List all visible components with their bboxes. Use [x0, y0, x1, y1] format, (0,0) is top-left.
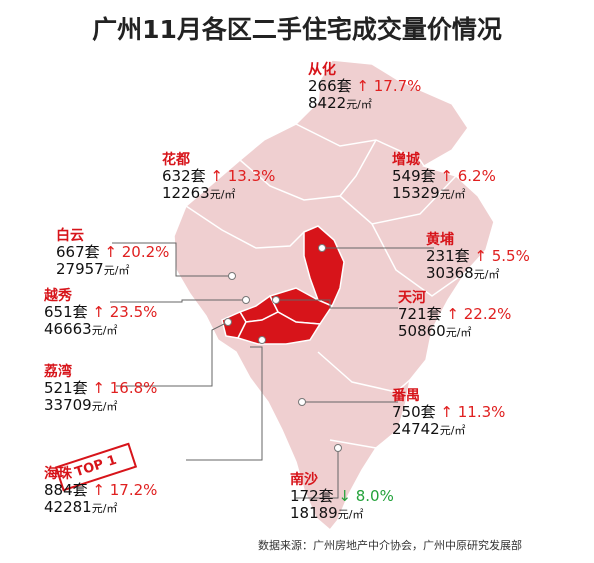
average-price: 27957元/㎡	[56, 260, 130, 279]
price-unit: 元/㎡	[103, 264, 130, 278]
district-name: 花都	[162, 152, 190, 168]
district-label: 海珠 884套 ↑ 17.2% 42281元/㎡	[44, 466, 157, 517]
price-unit: 元/㎡	[209, 188, 236, 202]
district-name: 南沙	[290, 472, 318, 488]
district-label: 越秀 651套 ↑ 23.5% 46663元/㎡	[44, 288, 157, 339]
district-name: 黄埔	[426, 232, 454, 248]
transaction-count: 549套	[392, 167, 441, 186]
count-change: ↑ 17.7%	[356, 77, 422, 96]
average-price: 46663元/㎡	[44, 320, 118, 339]
price-unit: 元/㎡	[439, 424, 466, 438]
district-label: 花都 632套 ↑ 13.3% 12263元/㎡	[162, 152, 275, 203]
average-price: 8422元/㎡	[308, 94, 372, 113]
transaction-count: 521套	[44, 379, 93, 398]
district-label: 南沙 172套 ↓ 8.0% 18189元/㎡	[290, 472, 394, 523]
price-unit: 元/㎡	[91, 324, 118, 338]
transaction-count: 884套	[44, 481, 93, 500]
price-unit: 元/㎡	[346, 98, 372, 112]
district-label: 荔湾 521套 ↑ 16.8% 33709元/㎡	[44, 364, 157, 415]
average-price: 42281元/㎡	[44, 498, 118, 517]
transaction-count: 667套	[56, 243, 105, 262]
count-change: ↓ 8.0%	[338, 487, 394, 506]
district-shape-huangpu	[303, 225, 345, 307]
price-unit: 元/㎡	[445, 326, 472, 340]
district-label: 番禺 750套 ↑ 11.3% 24742元/㎡	[392, 388, 505, 439]
district-name: 白云	[56, 228, 84, 244]
average-price: 18189元/㎡	[290, 504, 364, 523]
price-unit: 元/㎡	[91, 502, 118, 516]
count-change: ↑ 22.2%	[446, 305, 512, 324]
price-unit: 元/㎡	[439, 188, 466, 202]
district-name: 越秀	[44, 288, 72, 304]
district-label: 黄埔 231套 ↑ 5.5% 30368元/㎡	[426, 232, 530, 283]
district-name: 增城	[392, 152, 420, 168]
location-dots	[224, 244, 342, 452]
transaction-count: 651套	[44, 303, 93, 322]
count-change: ↑ 6.2%	[440, 167, 496, 186]
map-title: 广州11月各区二手住宅成交量价情况	[92, 15, 502, 44]
district-name: 荔湾	[44, 364, 72, 380]
count-change: ↑ 23.5%	[92, 303, 158, 322]
count-change: ↑ 17.2%	[92, 481, 158, 500]
count-change: ↑ 11.3%	[440, 403, 506, 422]
average-price: 30368元/㎡	[426, 264, 500, 283]
district-label: 从化 266套 ↑ 17.7% 8422元/㎡	[308, 62, 421, 113]
count-change: ↑ 5.5%	[474, 247, 530, 266]
average-price: 15329元/㎡	[392, 184, 466, 203]
district-name: 番禺	[392, 388, 420, 404]
district-borders	[185, 123, 467, 449]
district-label: 增城 549套 ↑ 6.2% 15329元/㎡	[392, 152, 496, 203]
district-label: 天河 721套 ↑ 22.2% 50860元/㎡	[398, 290, 511, 341]
transaction-count: 266套	[308, 77, 357, 96]
price-unit: 元/㎡	[337, 508, 364, 522]
transaction-count: 750套	[392, 403, 441, 422]
price-unit: 元/㎡	[473, 268, 500, 282]
district-shape-haizhu	[236, 311, 322, 345]
count-change: ↑ 16.8%	[92, 379, 158, 398]
count-change: ↑ 20.2%	[104, 243, 170, 262]
transaction-count: 632套	[162, 167, 211, 186]
leader-lines	[110, 242, 434, 499]
transaction-count: 172套	[290, 487, 339, 506]
price-unit: 元/㎡	[91, 400, 118, 414]
average-price: 24742元/㎡	[392, 420, 466, 439]
district-name: 海珠	[44, 466, 72, 482]
district-label: 白云 667套 ↑ 20.2% 27957元/㎡	[56, 228, 169, 279]
transaction-count: 721套	[398, 305, 447, 324]
transaction-count: 231套	[426, 247, 475, 266]
average-price: 12263元/㎡	[162, 184, 236, 203]
district-name: 从化	[308, 62, 336, 78]
average-price: 33709元/㎡	[44, 396, 118, 415]
count-change: ↑ 13.3%	[210, 167, 276, 186]
highlighted-districts	[221, 225, 345, 345]
district-name: 天河	[398, 290, 426, 306]
average-price: 50860元/㎡	[398, 322, 472, 341]
data-source: 数据来源：广州房地产中介协会，广州中原研究发展部	[258, 539, 522, 552]
